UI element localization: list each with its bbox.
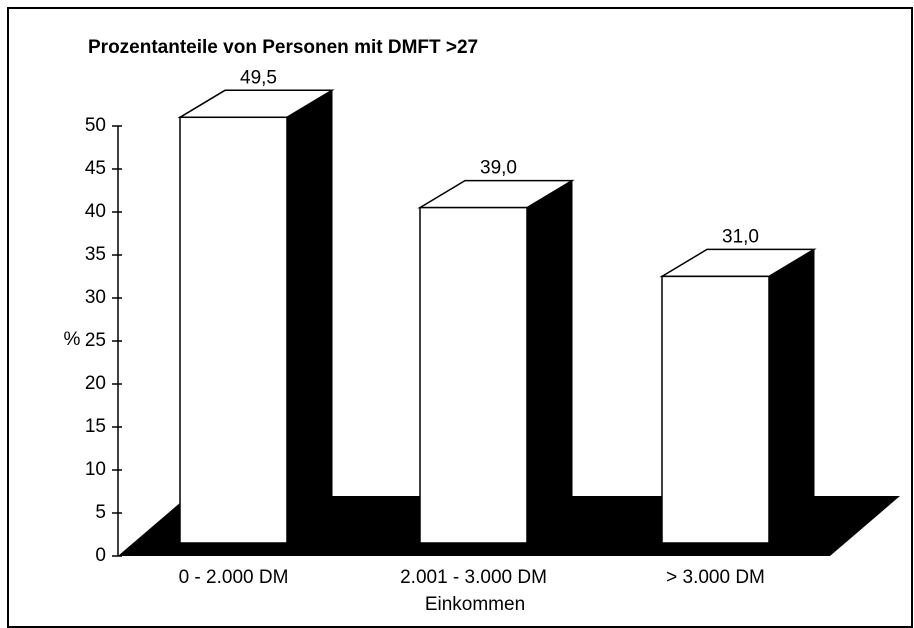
y-tick-label: 40 [85, 201, 106, 222]
bar [419, 206, 528, 544]
bar-side [286, 89, 333, 544]
y-tick-label: 50 [85, 115, 106, 136]
y-tick-label: 5 [95, 502, 106, 523]
y-tick-label: 25 [85, 330, 106, 351]
value-label: 39,0 [480, 158, 517, 179]
chart-title: Prozentanteile von Personen mit DMFT >27 [88, 37, 478, 58]
y-axis-label: % [64, 329, 81, 350]
x-axis-label: Einkommen [425, 594, 525, 615]
y-tick-label: 35 [85, 244, 106, 265]
bar [661, 275, 770, 544]
x-tick-label: 0 - 2.000 DM [179, 567, 289, 588]
value-label: 31,0 [722, 226, 759, 247]
y-tick-label: 30 [85, 287, 106, 308]
y-tick-label: 0 [95, 545, 106, 566]
y-tick-label: 10 [85, 459, 106, 480]
x-tick-label: > 3.000 DM [666, 567, 765, 588]
value-label: 49,5 [240, 67, 277, 88]
frame [7, 7, 913, 628]
y-tick-label: 20 [85, 373, 106, 394]
bar-side [526, 179, 573, 544]
y-tick-label: 15 [85, 416, 106, 437]
x-tick-label: 2.001 - 3.000 DM [400, 567, 547, 588]
bar [179, 116, 288, 544]
bar-side [768, 248, 815, 544]
y-tick-label: 45 [85, 158, 106, 179]
